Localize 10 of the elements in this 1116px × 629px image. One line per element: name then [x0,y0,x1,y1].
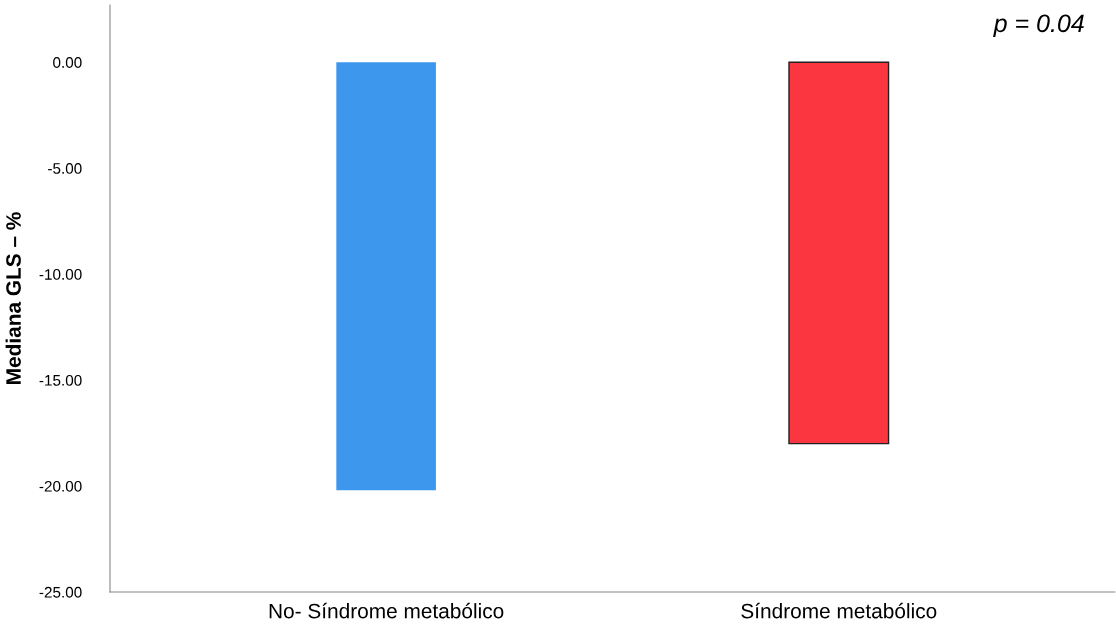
annotation: p = 0.04 [993,14,1084,38]
x-tick-label: No- Síndrome metabólico [269,602,504,619]
x-tick-label: Síndrome metabólico [741,602,937,619]
y-axis-title: Mediana GLS – % [5,212,21,384]
y-tick-label: -20.00 [39,480,82,492]
y-tick-label: -25.00 [39,586,82,598]
y-tick-label: -10.00 [39,269,82,280]
y-tick-label: -15.00 [39,374,82,386]
y-tick-label: -5.00 [48,163,82,174]
y-tick-label: 0.00 [53,57,82,68]
